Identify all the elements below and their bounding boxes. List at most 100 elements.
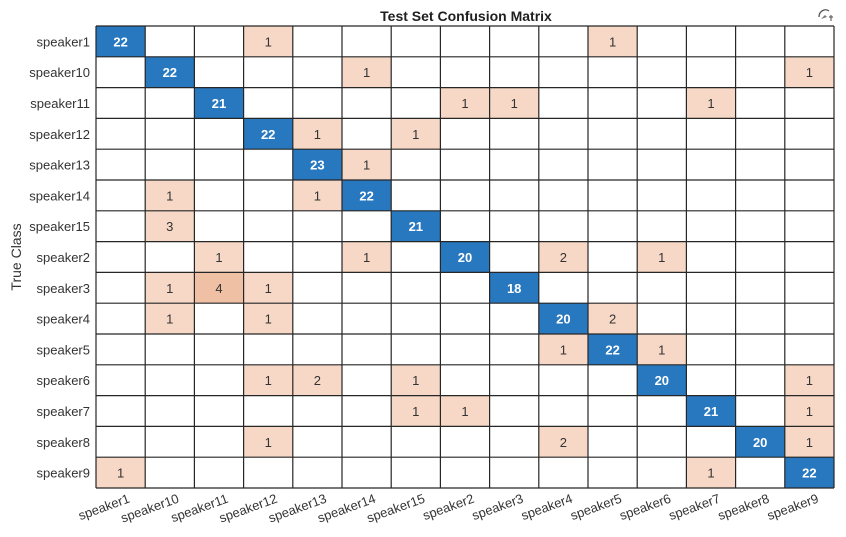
matrix-cell xyxy=(735,118,785,150)
matrix-cell xyxy=(538,56,588,88)
matrix-cell xyxy=(489,457,539,488)
column-tick-label: speaker6 xyxy=(617,491,672,523)
matrix-cell xyxy=(342,118,392,150)
diagonal-cell xyxy=(145,56,195,88)
matrix-cell xyxy=(194,272,244,304)
matrix-cell xyxy=(686,364,736,396)
matrix-cell xyxy=(292,272,342,304)
cell-value-label: 1 xyxy=(265,281,272,296)
matrix-cell xyxy=(686,118,736,150)
matrix-cell xyxy=(194,457,244,488)
cell-value-label: 18 xyxy=(507,281,521,296)
matrix-cell xyxy=(538,87,588,119)
matrix-cell xyxy=(686,457,736,488)
diagonal-cell xyxy=(391,210,441,242)
cell-value-label: 2 xyxy=(560,435,567,450)
matrix-cell xyxy=(391,149,441,180)
matrix-cell xyxy=(588,426,638,458)
matrix-cell xyxy=(391,426,441,458)
matrix-cell xyxy=(686,26,736,57)
matrix-cell xyxy=(194,210,244,242)
matrix-cell xyxy=(342,303,392,334)
row-tick-label: speaker3 xyxy=(37,281,90,296)
diagonal-cell xyxy=(292,149,342,180)
matrix-cell xyxy=(243,364,293,396)
cell-value-label: 2 xyxy=(314,373,321,388)
row-tick-label: speaker15 xyxy=(29,219,90,234)
matrix-cell xyxy=(342,457,392,488)
matrix-cell xyxy=(538,180,588,211)
matrix-cell xyxy=(637,87,687,119)
y-axis-label: True Class xyxy=(8,223,24,290)
matrix-cell xyxy=(588,180,638,211)
matrix-cell xyxy=(96,334,146,365)
matrix-cell xyxy=(784,149,834,180)
cell-value-label: 1 xyxy=(166,188,173,203)
cell-value-label: 1 xyxy=(609,34,616,49)
matrix-cell xyxy=(391,118,441,150)
matrix-cell xyxy=(735,180,785,211)
row-tick-label: speaker7 xyxy=(37,404,90,419)
matrix-cell xyxy=(243,56,293,88)
matrix-cell xyxy=(145,426,195,458)
matrix-cell xyxy=(96,395,146,427)
matrix-cell xyxy=(96,118,146,150)
matrix-cell xyxy=(588,87,638,119)
cell-value-label: 1 xyxy=(363,158,370,173)
matrix-cell xyxy=(538,118,588,150)
matrix-cell xyxy=(342,87,392,119)
matrix-cell xyxy=(489,210,539,242)
matrix-cell xyxy=(637,426,687,458)
diagonal-cell xyxy=(735,426,785,458)
axes-interaction-icon[interactable] xyxy=(816,5,836,23)
matrix-cell xyxy=(391,364,441,396)
diagonal-cell xyxy=(588,334,638,365)
diagonal-cell xyxy=(243,118,293,150)
matrix-cell xyxy=(292,395,342,427)
matrix-cell xyxy=(538,364,588,396)
matrix-cell xyxy=(637,180,687,211)
cell-value-label: 1 xyxy=(363,65,370,80)
matrix-cell xyxy=(440,364,490,396)
matrix-cell xyxy=(292,457,342,488)
matrix-cell xyxy=(440,395,490,427)
matrix-cell xyxy=(784,364,834,396)
matrix-cell xyxy=(391,334,441,365)
cell-value-label: 1 xyxy=(117,466,124,481)
matrix-cell xyxy=(292,87,342,119)
cell-value-label: 22 xyxy=(802,466,816,481)
matrix-cell xyxy=(784,26,834,57)
matrix-cell xyxy=(391,395,441,427)
matrix-cell xyxy=(686,149,736,180)
matrix-cell xyxy=(686,180,736,211)
row-tick-label: speaker5 xyxy=(37,342,90,357)
matrix-cell xyxy=(145,395,195,427)
cell-value-label: 22 xyxy=(261,127,275,142)
matrix-cell xyxy=(735,272,785,304)
matrix-cell xyxy=(194,118,244,150)
matrix-cell xyxy=(637,149,687,180)
cell-value-label: 22 xyxy=(359,188,373,203)
matrix-cell xyxy=(96,426,146,458)
diagonal-cell xyxy=(686,395,736,427)
matrix-cell xyxy=(391,272,441,304)
matrix-cell xyxy=(538,334,588,365)
column-tick-label: speaker3 xyxy=(470,491,525,523)
matrix-cell xyxy=(440,426,490,458)
matrix-cell xyxy=(145,334,195,365)
matrix-cell xyxy=(588,56,638,88)
cell-value-label: 1 xyxy=(265,373,272,388)
matrix-cell xyxy=(96,87,146,119)
matrix-cell xyxy=(686,87,736,119)
matrix-cell xyxy=(637,395,687,427)
matrix-cell xyxy=(342,56,392,88)
matrix-cell xyxy=(489,87,539,119)
matrix-cell xyxy=(243,272,293,304)
matrix-cell xyxy=(489,303,539,334)
row-tick-label: speaker4 xyxy=(37,312,90,327)
cell-value-label: 1 xyxy=(215,250,222,265)
matrix-cell xyxy=(735,56,785,88)
matrix-cell xyxy=(292,334,342,365)
matrix-cell xyxy=(145,210,195,242)
matrix-cell xyxy=(440,180,490,211)
